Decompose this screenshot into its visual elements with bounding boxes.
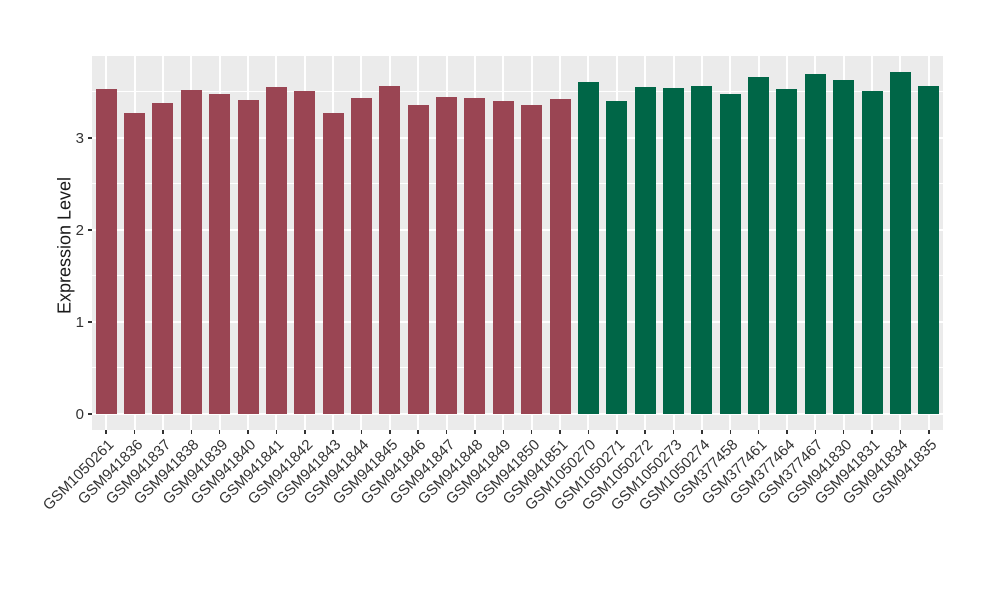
- x-tick-mark: [417, 430, 419, 434]
- bar-GSM941836: [124, 113, 146, 414]
- x-tick-mark: [445, 430, 448, 434]
- y-tick-label: 2: [75, 221, 84, 239]
- bar-GSM941849: [492, 101, 514, 414]
- bar-GSM941839: [209, 93, 231, 414]
- bar-GSM377467: [804, 73, 826, 414]
- bar-GSM941831: [861, 91, 883, 414]
- x-tick-mark: [105, 430, 107, 434]
- y-tick-mark: [88, 229, 92, 231]
- x-tick-mark: [332, 430, 334, 434]
- x-tick-mark: [871, 430, 873, 434]
- x-tick-mark: [644, 430, 646, 434]
- bar-GSM941835: [918, 86, 940, 414]
- bar-GSM941846: [407, 104, 429, 414]
- x-tick-mark: [814, 430, 817, 434]
- x-tick-mark: [218, 430, 221, 434]
- bar-GSM1050272: [634, 87, 656, 414]
- plot-panel: [92, 56, 943, 430]
- bar-GSM1050274: [691, 86, 713, 414]
- x-tick-mark: [672, 430, 675, 434]
- bar-GSM941844: [350, 98, 372, 414]
- x-tick-mark: [474, 430, 476, 434]
- y-tick-label: 0: [75, 405, 84, 423]
- x-tick-mark: [928, 430, 930, 434]
- gridline-major: [92, 137, 943, 139]
- bar-GSM941830: [833, 80, 855, 414]
- bar-GSM941841: [265, 87, 287, 414]
- x-tick-mark: [842, 430, 845, 434]
- bar-GSM377464: [776, 89, 798, 414]
- bar-GSM941843: [322, 113, 344, 414]
- y-tick-label: 3: [75, 129, 84, 147]
- bar-GSM1050270: [577, 81, 599, 414]
- gridline-minor: [92, 275, 943, 276]
- bar-GSM941851: [549, 99, 571, 414]
- x-tick-mark: [786, 430, 788, 434]
- bar-GSM941842: [294, 91, 316, 414]
- x-tick-mark: [190, 430, 193, 434]
- bar-GSM941840: [237, 100, 259, 414]
- x-tick-mark: [899, 430, 902, 434]
- bar-GSM941847: [436, 96, 458, 414]
- bar-GSM1050273: [663, 88, 685, 414]
- x-tick-mark: [304, 430, 306, 434]
- y-tick-mark: [88, 137, 92, 139]
- bar-GSM377458: [719, 93, 741, 414]
- x-tick-mark: [275, 430, 278, 434]
- x-tick-mark: [530, 430, 533, 434]
- bar-GSM941848: [464, 97, 486, 414]
- gridline-major: [92, 321, 943, 323]
- x-tick-mark: [502, 430, 505, 434]
- x-tick-mark: [559, 430, 561, 434]
- bar-GSM377461: [748, 77, 770, 414]
- bar-GSM1050271: [606, 101, 628, 414]
- x-tick-mark: [133, 430, 136, 434]
- bar-GSM941838: [180, 90, 202, 414]
- gridline-minor: [92, 91, 943, 92]
- x-tick-mark: [701, 430, 703, 434]
- x-tick-mark: [360, 430, 363, 434]
- x-tick-mark: [616, 430, 618, 434]
- x-tick-mark: [587, 430, 590, 434]
- bar-GSM1050261: [95, 89, 117, 414]
- y-tick-mark: [88, 321, 92, 323]
- x-tick-mark: [162, 430, 164, 434]
- y-tick-mark: [88, 413, 92, 415]
- x-tick-mark: [757, 430, 760, 434]
- x-tick-mark: [389, 430, 391, 434]
- gridline-major: [92, 229, 943, 231]
- bar-GSM941834: [889, 71, 911, 414]
- bar-GSM941837: [152, 103, 174, 414]
- y-tick-label: 1: [75, 313, 84, 331]
- gridline-minor: [92, 183, 943, 184]
- bar-GSM941850: [521, 104, 543, 414]
- gridline-minor: [92, 367, 943, 368]
- gridline-major: [92, 413, 943, 415]
- x-tick-mark: [247, 430, 249, 434]
- bar-GSM941845: [379, 86, 401, 414]
- x-tick-mark: [729, 430, 731, 434]
